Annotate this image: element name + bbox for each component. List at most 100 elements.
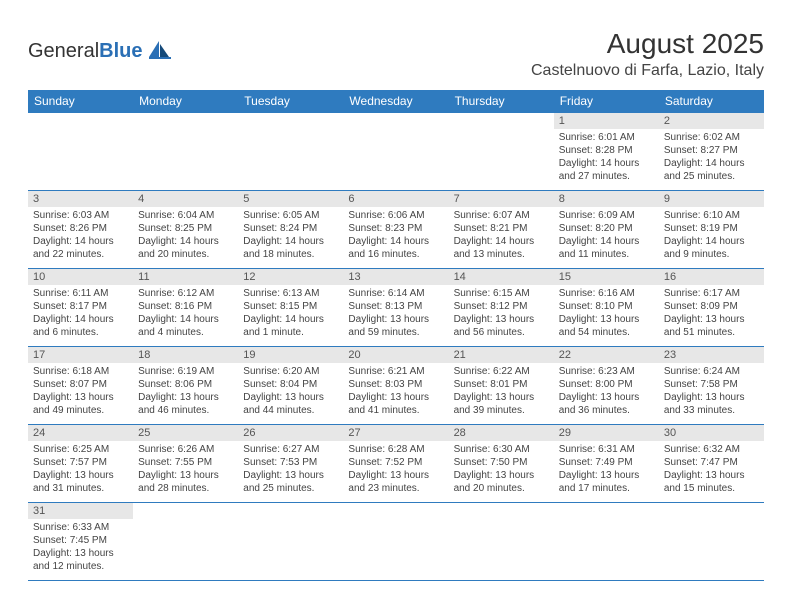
day-daylight-line1: Daylight: 14 hours xyxy=(559,235,654,248)
day-sunset: Sunset: 8:27 PM xyxy=(664,144,759,157)
day-daylight-line1: Daylight: 13 hours xyxy=(243,469,338,482)
day-details: Sunrise: 6:26 AMSunset: 7:55 PMDaylight:… xyxy=(133,441,238,498)
day-daylight-line1: Daylight: 13 hours xyxy=(559,469,654,482)
day-sunrise: Sunrise: 6:26 AM xyxy=(138,443,233,456)
day-number: 9 xyxy=(659,191,764,207)
calendar-week-row: 3Sunrise: 6:03 AMSunset: 8:26 PMDaylight… xyxy=(28,191,764,269)
calendar-day-cell: 4Sunrise: 6:04 AMSunset: 8:25 PMDaylight… xyxy=(133,191,238,269)
day-sunrise: Sunrise: 6:05 AM xyxy=(243,209,338,222)
day-daylight-line2: and 54 minutes. xyxy=(559,326,654,339)
day-details: Sunrise: 6:24 AMSunset: 7:58 PMDaylight:… xyxy=(659,363,764,420)
day-details: Sunrise: 6:19 AMSunset: 8:06 PMDaylight:… xyxy=(133,363,238,420)
day-sunrise: Sunrise: 6:18 AM xyxy=(33,365,128,378)
calendar-blank-cell xyxy=(449,113,554,191)
calendar-day-cell: 18Sunrise: 6:19 AMSunset: 8:06 PMDayligh… xyxy=(133,347,238,425)
day-number: 31 xyxy=(28,503,133,519)
day-details: Sunrise: 6:23 AMSunset: 8:00 PMDaylight:… xyxy=(554,363,659,420)
day-daylight-line2: and 31 minutes. xyxy=(33,482,128,495)
day-details: Sunrise: 6:21 AMSunset: 8:03 PMDaylight:… xyxy=(343,363,448,420)
day-daylight-line1: Daylight: 13 hours xyxy=(454,313,549,326)
day-details: Sunrise: 6:30 AMSunset: 7:50 PMDaylight:… xyxy=(449,441,554,498)
calendar-blank-cell xyxy=(343,503,448,581)
day-details: Sunrise: 6:22 AMSunset: 8:01 PMDaylight:… xyxy=(449,363,554,420)
day-details: Sunrise: 6:10 AMSunset: 8:19 PMDaylight:… xyxy=(659,207,764,264)
day-details: Sunrise: 6:33 AMSunset: 7:45 PMDaylight:… xyxy=(28,519,133,576)
day-sunrise: Sunrise: 6:13 AM xyxy=(243,287,338,300)
day-sunset: Sunset: 8:03 PM xyxy=(348,378,443,391)
day-number: 19 xyxy=(238,347,343,363)
calendar-blank-cell xyxy=(133,503,238,581)
day-sunset: Sunset: 8:25 PM xyxy=(138,222,233,235)
day-daylight-line2: and 20 minutes. xyxy=(454,482,549,495)
day-sunrise: Sunrise: 6:27 AM xyxy=(243,443,338,456)
day-sunrise: Sunrise: 6:12 AM xyxy=(138,287,233,300)
weekday-header: Sunday xyxy=(28,90,133,113)
day-sunset: Sunset: 8:04 PM xyxy=(243,378,338,391)
calendar-day-cell: 21Sunrise: 6:22 AMSunset: 8:01 PMDayligh… xyxy=(449,347,554,425)
day-sunset: Sunset: 7:55 PM xyxy=(138,456,233,469)
calendar-day-cell: 10Sunrise: 6:11 AMSunset: 8:17 PMDayligh… xyxy=(28,269,133,347)
day-daylight-line2: and 15 minutes. xyxy=(664,482,759,495)
day-sunset: Sunset: 8:21 PM xyxy=(454,222,549,235)
day-details: Sunrise: 6:04 AMSunset: 8:25 PMDaylight:… xyxy=(133,207,238,264)
calendar-day-cell: 1Sunrise: 6:01 AMSunset: 8:28 PMDaylight… xyxy=(554,113,659,191)
day-number: 6 xyxy=(343,191,448,207)
day-sunrise: Sunrise: 6:30 AM xyxy=(454,443,549,456)
day-sunset: Sunset: 8:07 PM xyxy=(33,378,128,391)
day-sunset: Sunset: 8:10 PM xyxy=(559,300,654,313)
day-number: 24 xyxy=(28,425,133,441)
day-number: 4 xyxy=(133,191,238,207)
day-sunset: Sunset: 8:19 PM xyxy=(664,222,759,235)
day-daylight-line1: Daylight: 13 hours xyxy=(664,391,759,404)
weekday-header: Wednesday xyxy=(343,90,448,113)
calendar-day-cell: 6Sunrise: 6:06 AMSunset: 8:23 PMDaylight… xyxy=(343,191,448,269)
day-daylight-line2: and 4 minutes. xyxy=(138,326,233,339)
day-sunrise: Sunrise: 6:23 AM xyxy=(559,365,654,378)
day-number: 29 xyxy=(554,425,659,441)
day-daylight-line2: and 16 minutes. xyxy=(348,248,443,261)
logo-word-b: Blue xyxy=(99,40,142,62)
day-daylight-line1: Daylight: 14 hours xyxy=(33,313,128,326)
day-number: 21 xyxy=(449,347,554,363)
day-details: Sunrise: 6:15 AMSunset: 8:12 PMDaylight:… xyxy=(449,285,554,342)
day-sunset: Sunset: 8:23 PM xyxy=(348,222,443,235)
day-number: 25 xyxy=(133,425,238,441)
weekday-header: Friday xyxy=(554,90,659,113)
logo: GeneralBlue xyxy=(28,40,171,63)
day-number: 2 xyxy=(659,113,764,129)
day-daylight-line1: Daylight: 13 hours xyxy=(33,391,128,404)
day-daylight-line1: Daylight: 13 hours xyxy=(138,391,233,404)
day-sunset: Sunset: 7:58 PM xyxy=(664,378,759,391)
day-number: 15 xyxy=(554,269,659,285)
calendar-day-cell: 30Sunrise: 6:32 AMSunset: 7:47 PMDayligh… xyxy=(659,425,764,503)
day-daylight-line2: and 25 minutes. xyxy=(243,482,338,495)
day-daylight-line2: and 56 minutes. xyxy=(454,326,549,339)
calendar-day-cell: 26Sunrise: 6:27 AMSunset: 7:53 PMDayligh… xyxy=(238,425,343,503)
day-daylight-line1: Daylight: 14 hours xyxy=(664,157,759,170)
calendar-week-row: 10Sunrise: 6:11 AMSunset: 8:17 PMDayligh… xyxy=(28,269,764,347)
day-number: 1 xyxy=(554,113,659,129)
calendar-blank-cell xyxy=(28,113,133,191)
day-daylight-line2: and 51 minutes. xyxy=(664,326,759,339)
calendar-day-cell: 27Sunrise: 6:28 AMSunset: 7:52 PMDayligh… xyxy=(343,425,448,503)
day-daylight-line2: and 13 minutes. xyxy=(454,248,549,261)
day-details: Sunrise: 6:17 AMSunset: 8:09 PMDaylight:… xyxy=(659,285,764,342)
day-sunset: Sunset: 7:52 PM xyxy=(348,456,443,469)
calendar-blank-cell xyxy=(659,503,764,581)
day-sunset: Sunset: 7:47 PM xyxy=(664,456,759,469)
day-sunrise: Sunrise: 6:17 AM xyxy=(664,287,759,300)
day-number: 12 xyxy=(238,269,343,285)
day-sunset: Sunset: 8:09 PM xyxy=(664,300,759,313)
calendar-blank-cell xyxy=(133,113,238,191)
calendar-week-row: 1Sunrise: 6:01 AMSunset: 8:28 PMDaylight… xyxy=(28,113,764,191)
day-daylight-line1: Daylight: 14 hours xyxy=(33,235,128,248)
sail-icon xyxy=(149,41,171,64)
calendar-day-cell: 16Sunrise: 6:17 AMSunset: 8:09 PMDayligh… xyxy=(659,269,764,347)
day-daylight-line2: and 18 minutes. xyxy=(243,248,338,261)
day-details: Sunrise: 6:31 AMSunset: 7:49 PMDaylight:… xyxy=(554,441,659,498)
day-details: Sunrise: 6:18 AMSunset: 8:07 PMDaylight:… xyxy=(28,363,133,420)
day-number: 28 xyxy=(449,425,554,441)
calendar-day-cell: 13Sunrise: 6:14 AMSunset: 8:13 PMDayligh… xyxy=(343,269,448,347)
calendar-day-cell: 7Sunrise: 6:07 AMSunset: 8:21 PMDaylight… xyxy=(449,191,554,269)
day-sunrise: Sunrise: 6:28 AM xyxy=(348,443,443,456)
